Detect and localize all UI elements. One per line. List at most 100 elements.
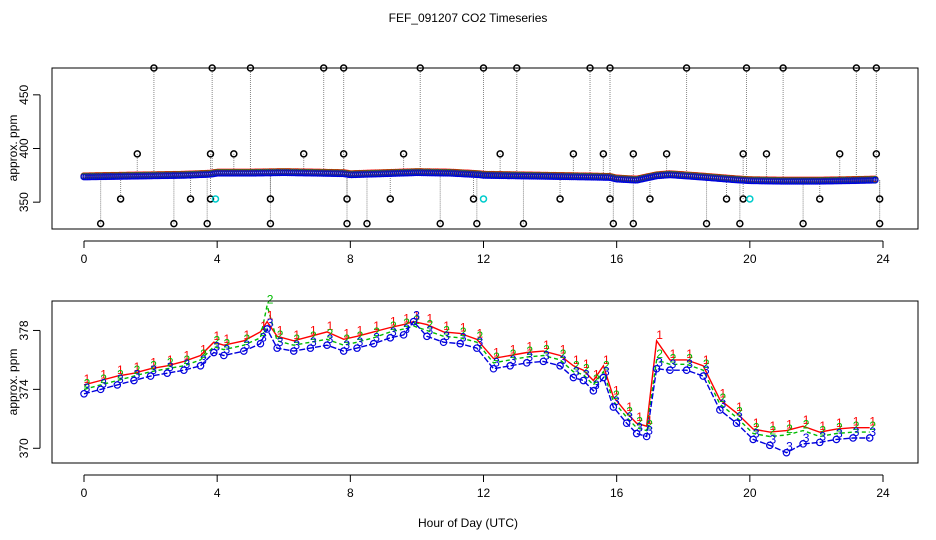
series-3-marker: 3 [223, 342, 230, 356]
series-2-marker: 2 [686, 351, 693, 365]
series-2-marker: 2 [267, 292, 274, 306]
series-3-marker: 3 [703, 363, 710, 377]
outlier-point [799, 219, 807, 228]
series-3-marker: 3 [427, 323, 434, 337]
series-3-marker: 3 [213, 340, 220, 354]
x-tick-label: 20 [743, 252, 757, 266]
series-3-marker: 3 [543, 348, 550, 362]
series-1-marker: 1 [84, 372, 91, 386]
series-3-marker: 3 [613, 394, 620, 408]
series-3-point [130, 376, 138, 385]
series-3-point [622, 419, 631, 428]
series-1-marker: 1 [443, 319, 450, 333]
series-2-marker: 2 [720, 391, 727, 405]
series-2-marker: 2 [373, 325, 380, 339]
series-1-marker: 1 [769, 419, 776, 433]
series-3-marker: 3 [443, 329, 450, 343]
series-2-marker: 2 [670, 351, 677, 365]
outlier-point [599, 150, 608, 158]
series-3-point [569, 373, 578, 382]
series-2-marker: 2 [636, 415, 643, 429]
outlier-point [762, 150, 771, 158]
outlier-point [469, 195, 478, 203]
series-2-marker: 2 [460, 325, 467, 339]
series-3-point [386, 334, 395, 342]
series-3-point [666, 366, 674, 375]
outlier-point [722, 195, 731, 203]
series-3-point [289, 347, 298, 355]
series-2-marker: 2 [736, 404, 743, 418]
series-2-marker: 2 [327, 326, 334, 340]
series-2-marker: 2 [403, 316, 410, 330]
series-3-marker: 3 [327, 332, 334, 346]
series-3-point [579, 376, 588, 385]
x-tick-label: 24 [876, 252, 890, 266]
series-3-marker: 3 [293, 338, 300, 352]
series-1-marker: 1 [343, 326, 350, 340]
top-x-axis: 0 4 8 12 16 20 24 [81, 240, 890, 266]
series-1-marker: 1 [626, 400, 633, 414]
series-3-point [632, 429, 641, 438]
outlier-point [386, 195, 395, 203]
series-3-point [256, 339, 265, 348]
x-tick-label: 0 [81, 252, 88, 266]
series-2-marker: 2 [150, 359, 157, 373]
outlier-point [206, 195, 215, 203]
outlier-point [266, 219, 275, 228]
series-3-point [652, 364, 661, 373]
series-3-point [399, 331, 408, 339]
series-3-marker: 3 [167, 360, 174, 374]
series-3-point [506, 361, 514, 370]
series-3-point [642, 432, 651, 441]
series-3-marker: 3 [656, 356, 663, 370]
series-1-marker: 1 [819, 419, 826, 433]
series-3-marker: 3 [277, 335, 284, 349]
outlier-point [736, 219, 744, 228]
series-2-marker: 2 [526, 344, 533, 358]
series-3-marker: 3 [736, 410, 743, 424]
outlier-point [203, 219, 211, 228]
series-2-marker: 2 [593, 372, 600, 386]
outlier-point [875, 219, 884, 228]
series-3-point [815, 438, 824, 447]
series-3-point [80, 389, 88, 398]
series-3-marker: 3 [460, 331, 467, 345]
series-2-marker: 2 [167, 356, 174, 370]
flagged-point [211, 195, 220, 203]
series-3-marker: 3 [819, 429, 826, 443]
series-1-marker: 1 [427, 312, 434, 326]
series-1-marker: 1 [736, 400, 743, 414]
series-3-marker: 3 [476, 335, 483, 349]
outlier-point [629, 219, 638, 228]
series-2-marker: 2 [134, 363, 141, 377]
series-3-point [782, 448, 791, 457]
series-3-point [682, 366, 691, 375]
series-2-marker: 2 [510, 347, 517, 361]
series-3-marker: 3 [526, 350, 533, 364]
series-3-point [489, 364, 498, 373]
series-1-marker: 1 [703, 353, 710, 367]
outlier-point [629, 150, 638, 158]
outlier-point [569, 150, 578, 158]
series-2-marker: 2 [786, 422, 793, 436]
series-3-point [113, 381, 122, 389]
series-2-marker: 2 [84, 376, 91, 390]
series-3-point [220, 351, 228, 360]
outlier-point [609, 219, 618, 228]
series-1-marker: 1 [670, 347, 677, 361]
outlier-point [339, 150, 348, 158]
series-1-marker: 1 [267, 309, 274, 323]
outlier-point [875, 195, 884, 203]
series-3-point [589, 387, 598, 395]
series-1-marker: 1 [100, 368, 107, 382]
series-1-marker: 1 [869, 415, 876, 429]
series-3-marker: 3 [720, 397, 727, 411]
series-3-point [766, 441, 774, 450]
series-3-point [369, 339, 378, 348]
series-3-point [339, 347, 348, 355]
series-3-point [609, 403, 618, 411]
series-1-marker: 1 [310, 323, 317, 337]
outlier-point [739, 150, 747, 158]
bottom-x-axis: 0 4 8 12 16 20 24 [81, 474, 890, 500]
series-2-marker: 2 [443, 323, 450, 337]
